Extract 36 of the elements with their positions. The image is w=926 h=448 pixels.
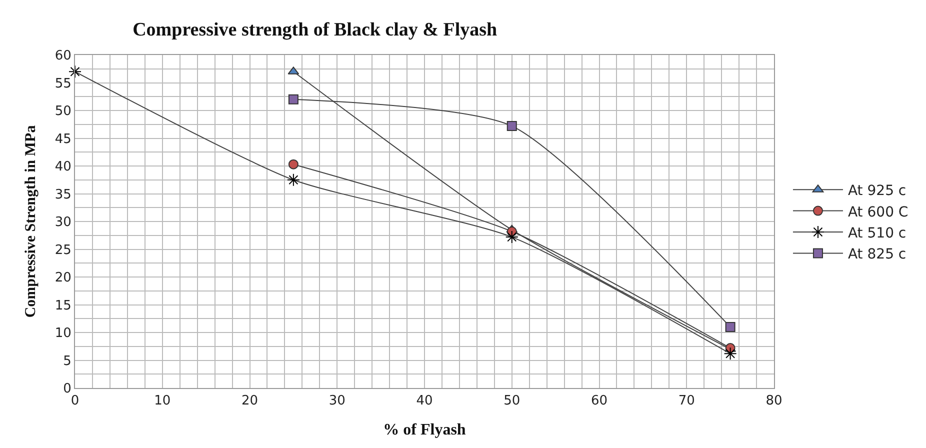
x-tick-label: 10	[154, 394, 171, 409]
y-tick-label: 20	[54, 270, 72, 286]
y-tick-label: 60	[54, 48, 72, 64]
y-tick-label: 30	[54, 215, 72, 230]
x-tick-label: 40	[416, 394, 433, 409]
point	[68, 65, 82, 78]
y-tick-label: 10	[54, 326, 72, 342]
legend-label: At 925 c	[848, 183, 906, 200]
y-axis-title: Compressive Strength in MPa	[23, 124, 40, 318]
point	[505, 230, 518, 244]
x-tick-label: 20	[241, 394, 258, 409]
x-tick-label: 50	[504, 394, 520, 409]
x-tick-label: 80	[766, 394, 782, 409]
y-tick-label: 55	[54, 76, 72, 92]
y-tick-label: 35	[54, 187, 72, 202]
y-tick-label: 40	[54, 160, 72, 175]
point	[288, 159, 298, 170]
legend-label: At 825 c	[848, 246, 906, 263]
x-tick-label: 30	[328, 394, 346, 409]
point	[286, 173, 300, 186]
y-tick-label: 45	[54, 132, 72, 147]
x-axis-title: % of Flyash	[383, 421, 466, 438]
legend-label: At 510 c	[848, 225, 906, 242]
x-tick-label: 70	[678, 394, 695, 409]
y-tick-label: 50	[54, 104, 72, 120]
legend-label: At 600 C	[848, 204, 908, 220]
y-tick-label: 5	[63, 354, 72, 369]
chart-title: Compressive strength of Black clay & Flyash	[132, 20, 498, 41]
point	[288, 94, 298, 104]
y-tick-label: 25	[54, 242, 72, 258]
point	[724, 347, 737, 360]
point	[725, 322, 736, 332]
x-tick-label: 60	[590, 394, 608, 409]
y-tick-label: 0	[63, 382, 72, 397]
point	[506, 121, 517, 132]
y-tick-label: 15	[54, 298, 72, 314]
